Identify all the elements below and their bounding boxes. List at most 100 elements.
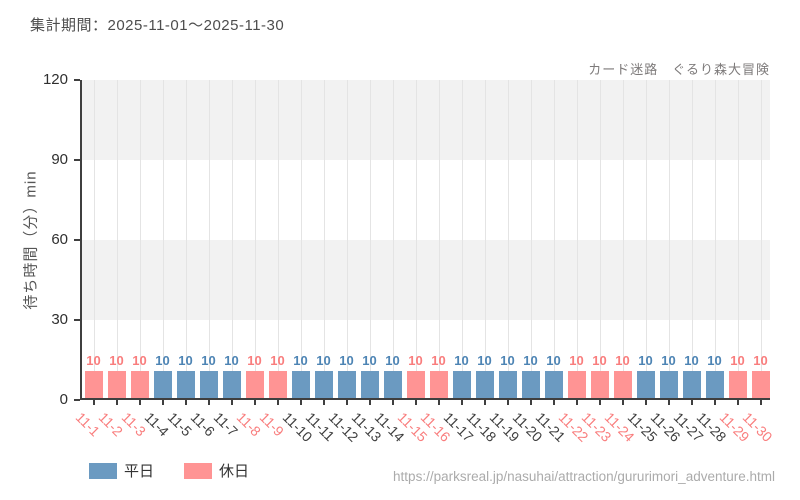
bar-value-label: 10	[684, 353, 699, 369]
vertical-gridline	[507, 80, 509, 398]
x-tick-label: 11-1	[72, 409, 103, 440]
bar-value-label: 10	[431, 353, 446, 369]
vertical-gridline	[392, 80, 394, 398]
bar-value-label: 10	[477, 353, 492, 369]
vertical-gridline	[116, 80, 118, 398]
vertical-gridline	[415, 80, 417, 398]
vertical-gridline	[622, 80, 624, 398]
y-tick-mark	[74, 399, 80, 401]
chart-plot-area: 0 30 60 90 120 10 11-1 10 11-2 10 11-3 10 11-4 10 11-5…	[43, 71, 775, 445]
bar-value-label: 10	[109, 353, 124, 369]
bar	[153, 371, 172, 398]
x-tick-label: 11-7	[210, 409, 241, 440]
x-tick-mark	[368, 400, 371, 405]
bar-value-label: 10	[730, 353, 745, 369]
bar-value-label: 10	[178, 353, 193, 369]
y-tick-label: 90	[51, 151, 68, 168]
y-tick-label: 60	[51, 231, 68, 248]
x-tick-label: 11-4	[141, 409, 172, 440]
bar-value-label: 10	[592, 353, 607, 369]
bar-value-label: 10	[569, 353, 584, 369]
bar	[222, 371, 241, 398]
bar	[498, 371, 517, 398]
vertical-gridline	[576, 80, 578, 398]
x-tick-label: 11-6	[187, 409, 218, 440]
x-tick-mark	[138, 400, 141, 405]
vertical-gridline	[300, 80, 302, 398]
bar	[130, 371, 149, 398]
x-tick-mark	[207, 400, 210, 405]
x-tick-mark	[483, 400, 486, 405]
bar-value-label: 10	[316, 353, 331, 369]
x-tick-mark	[736, 400, 739, 405]
legend-item: 休日	[184, 460, 249, 481]
x-tick-mark	[414, 400, 417, 405]
legend-label: 平日	[124, 463, 155, 480]
source-url-link[interactable]: https://parksreal.jp/nasuhai/attraction/…	[393, 469, 775, 484]
y-tick-label: 30	[51, 311, 68, 328]
x-tick-mark	[345, 400, 348, 405]
bar-value-label: 10	[224, 353, 239, 369]
vertical-gridline	[553, 80, 555, 398]
y-tick-label: 0	[59, 391, 68, 408]
bar	[521, 371, 540, 398]
bar	[268, 371, 287, 398]
x-tick-mark	[115, 400, 118, 405]
x-tick-mark	[621, 400, 624, 405]
x-tick-mark	[667, 400, 670, 405]
bar	[613, 371, 632, 398]
bar-value-label: 10	[408, 353, 423, 369]
bar	[199, 371, 218, 398]
bar	[728, 371, 747, 398]
bar-value-label: 10	[293, 353, 308, 369]
x-tick-label: 11-3	[118, 409, 149, 440]
vertical-gridline	[691, 80, 693, 398]
bar	[314, 371, 333, 398]
bar-value-label: 10	[638, 353, 653, 369]
bar-value-label: 10	[661, 353, 676, 369]
vertical-gridline	[530, 80, 532, 398]
bar-value-label: 10	[201, 353, 216, 369]
bar	[245, 371, 264, 398]
y-tick-label: 120	[42, 71, 68, 88]
x-tick-mark	[598, 400, 601, 405]
bar-value-label: 10	[339, 353, 354, 369]
bar-value-label: 10	[247, 353, 262, 369]
x-tick-mark	[460, 400, 463, 405]
x-tick-mark	[184, 400, 187, 405]
bar	[659, 371, 678, 398]
vertical-gridline	[645, 80, 647, 398]
aggregation-period-label: 集計期間：2025-11-01～2025-11-30	[30, 17, 285, 34]
vertical-gridline	[461, 80, 463, 398]
vertical-gridline	[346, 80, 348, 398]
x-tick-mark	[713, 400, 716, 405]
x-tick-label: 11-5	[164, 409, 195, 440]
vertical-gridline	[93, 80, 95, 398]
vertical-gridline	[668, 80, 670, 398]
bar	[475, 371, 494, 398]
x-tick-mark	[391, 400, 394, 405]
bar	[107, 371, 126, 398]
bar	[406, 371, 425, 398]
vertical-gridline	[369, 80, 371, 398]
y-tick-mark	[74, 159, 80, 161]
bar	[176, 371, 195, 398]
bar-value-label: 10	[362, 353, 377, 369]
vertical-gridline	[737, 80, 739, 398]
x-tick-mark	[644, 400, 647, 405]
vertical-gridline	[438, 80, 440, 398]
bar	[682, 371, 701, 398]
vertical-gridline	[208, 80, 210, 398]
bar-value-label: 10	[615, 353, 630, 369]
x-tick-label: 11-2	[95, 409, 126, 440]
x-tick-mark	[92, 400, 95, 405]
legend-label: 休日	[219, 463, 250, 480]
y-tick-mark	[74, 79, 80, 81]
vertical-gridline	[185, 80, 187, 398]
vertical-gridline	[760, 80, 762, 398]
y-tick-mark	[74, 239, 80, 241]
bar	[590, 371, 609, 398]
bar-value-label: 10	[86, 353, 101, 369]
x-tick-mark	[759, 400, 762, 405]
